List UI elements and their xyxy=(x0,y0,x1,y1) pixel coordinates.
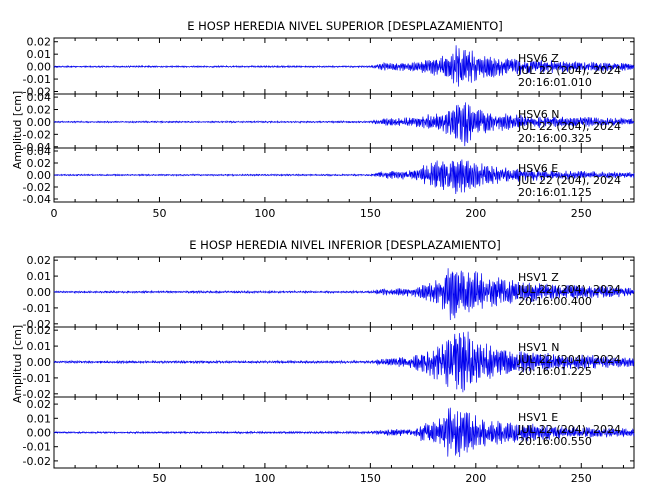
time-label-hsv6-z: 20:16:01.010 xyxy=(518,76,592,89)
y-tick-label: 0.01 xyxy=(27,412,52,425)
y-tick-label: 0.02 xyxy=(27,157,52,170)
date-label-hsv1-z: JUL 22 (204), 2024 xyxy=(517,283,621,296)
waveform-hsv1-z xyxy=(53,268,635,321)
y-tick-label: 0.02 xyxy=(27,254,52,267)
x-tick-label: 250 xyxy=(571,472,592,485)
y-tick-label: -0.04 xyxy=(23,193,51,206)
y-tick-label: -0.02 xyxy=(23,455,51,468)
x-tick-label: 200 xyxy=(465,472,486,485)
station-label-hsv1-e: HSV1 E xyxy=(518,411,558,424)
waveform-hsv6-n xyxy=(53,102,635,147)
time-label-hsv1-z: 20:16:00.400 xyxy=(518,295,592,308)
y-tick-label: 0.00 xyxy=(27,116,52,129)
x-tick-label: 200 xyxy=(465,207,486,220)
date-label-hsv1-n: JUL 22 (204), 2024 xyxy=(517,353,621,366)
y-axis-label-inferior: Amplitud [cm] xyxy=(11,325,24,403)
x-tick-label: 100 xyxy=(254,472,275,485)
x-tick-label: 150 xyxy=(360,207,381,220)
y-tick-label: -0.04 xyxy=(23,141,51,154)
y-tick-label: 0.01 xyxy=(27,270,52,283)
station-label-hsv6-z: HSV6 Z xyxy=(518,52,559,65)
station-label-hsv1-n: HSV1 N xyxy=(518,341,560,354)
y-tick-label: -0.02 xyxy=(23,128,51,141)
x-tick-label: 50 xyxy=(152,207,166,220)
y-tick-label: -0.02 xyxy=(23,86,51,99)
y-tick-label: -0.01 xyxy=(23,441,51,454)
y-tick-label: 0.02 xyxy=(27,104,52,117)
y-tick-label: -0.02 xyxy=(23,388,51,401)
waveform-hsv1-n xyxy=(53,331,635,393)
y-axis-label-superior: Amplitud [cm] xyxy=(11,91,24,169)
date-label-hsv6-e: JUL 22 (204), 2024 xyxy=(517,174,621,187)
time-label-hsv6-e: 20:16:01.125 xyxy=(518,186,592,199)
y-tick-label: 0.04 xyxy=(27,91,52,104)
y-tick-label: 0.01 xyxy=(27,48,52,61)
x-tick-label: 150 xyxy=(360,472,381,485)
time-label-hsv6-n: 20:16:00.325 xyxy=(518,132,592,145)
station-label-hsv6-n: HSV6 N xyxy=(518,108,560,121)
y-tick-label: 0.00 xyxy=(27,356,52,369)
y-tick-label: 0.00 xyxy=(27,61,52,74)
station-label-hsv1-z: HSV1 Z xyxy=(518,271,559,284)
time-label-hsv1-n: 20:16:01.225 xyxy=(518,365,592,378)
y-tick-label: -0.02 xyxy=(23,181,51,194)
date-label-hsv6-n: JUL 22 (204), 2024 xyxy=(517,120,621,133)
y-tick-label: 0.00 xyxy=(27,286,52,299)
y-tick-label: 0.02 xyxy=(27,324,52,337)
waveform-hsv6-e xyxy=(53,159,635,195)
x-tick-label: 50 xyxy=(152,472,166,485)
chart-title-superior: E HOSP HEREDIA NIVEL SUPERIOR [DESPLAZAM… xyxy=(187,19,503,33)
y-tick-label: -0.02 xyxy=(23,318,51,331)
x-tick-label: 0 xyxy=(51,207,58,220)
y-tick-label: -0.01 xyxy=(23,302,51,315)
y-tick-label: 0.02 xyxy=(27,36,52,49)
x-tick-label: 100 xyxy=(254,207,275,220)
y-tick-label: 0.01 xyxy=(27,340,52,353)
station-label-hsv6-e: HSV6 E xyxy=(518,162,558,175)
waveform-hsv1-e xyxy=(53,407,635,458)
y-tick-label: 0.00 xyxy=(27,169,52,182)
y-tick-label: -0.01 xyxy=(23,372,51,385)
waveform-hsv6-z xyxy=(53,45,635,87)
x-tick-label: 250 xyxy=(571,207,592,220)
y-tick-label: -0.01 xyxy=(23,73,51,86)
time-label-hsv1-e: 20:16:00.550 xyxy=(518,435,592,448)
y-tick-label: 0.04 xyxy=(27,145,52,158)
y-tick-label: 0.02 xyxy=(27,398,52,411)
chart-title-inferior: E HOSP HEREDIA NIVEL INFERIOR [DESPLAZAM… xyxy=(189,238,500,252)
y-tick-label: 0.00 xyxy=(27,427,52,440)
date-label-hsv1-e: JUL 22 (204), 2024 xyxy=(517,423,621,436)
date-label-hsv6-z: JUL 22 (204), 2024 xyxy=(517,64,621,77)
